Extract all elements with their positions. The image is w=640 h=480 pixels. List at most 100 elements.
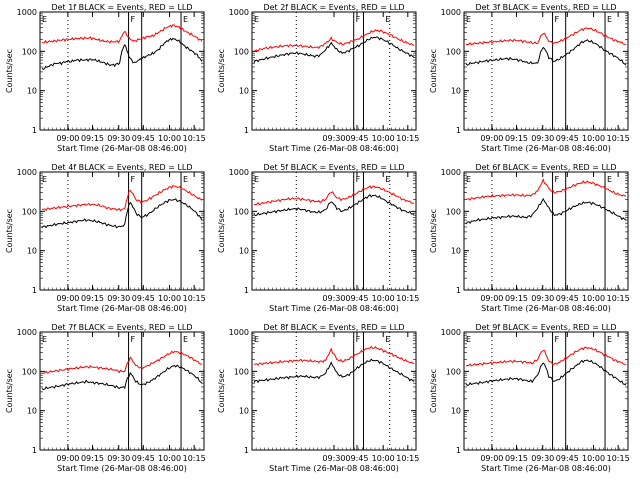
y-tick-label: 10 bbox=[239, 87, 249, 96]
x-tick-label: 09:15 bbox=[505, 294, 528, 303]
y-tick-label: 100 bbox=[22, 207, 37, 216]
y-axis-label: Counts/sec bbox=[429, 209, 438, 253]
panel-title: Det 4f BLACK = Events, RED = LLD bbox=[51, 163, 192, 172]
panel-det-8: Det 8f BLACK = Events, RED = LLD 1 10 100 10… bbox=[217, 323, 419, 473]
plot-frame bbox=[251, 171, 417, 291]
y-tick-label: 10 bbox=[451, 247, 461, 256]
y-tick-label: 1000 bbox=[229, 168, 249, 177]
plot-frame bbox=[39, 171, 205, 291]
plot-frame bbox=[39, 331, 205, 451]
plot-frame bbox=[251, 331, 417, 451]
x-tick-label: 10:15 bbox=[396, 454, 419, 463]
marker-label-e-left: E bbox=[254, 175, 259, 184]
panel-title: Det 1f BLACK = Events, RED = LLD bbox=[51, 3, 192, 12]
series-events-black bbox=[253, 194, 415, 217]
x-axis-label: Start Time (26-Mar-08 08:46:00) bbox=[481, 144, 611, 153]
y-axis-label: Counts/sec bbox=[5, 49, 14, 93]
marker-label-e-left: E bbox=[466, 335, 471, 344]
x-tick-label: 10:00 bbox=[372, 454, 395, 463]
y-axis-label: Counts/sec bbox=[217, 49, 226, 93]
marker-label-f: F bbox=[356, 175, 361, 184]
x-tick-label: 09:00 bbox=[56, 454, 79, 463]
plot-frame bbox=[251, 11, 417, 131]
series-lld-red bbox=[253, 345, 415, 366]
series-events-black bbox=[41, 364, 203, 391]
series-lld-red bbox=[42, 24, 203, 44]
marker-label-f: F bbox=[131, 335, 136, 344]
x-tick-label: 09:15 bbox=[81, 294, 104, 303]
panel-det-4: Det 4f BLACK = Events, RED = LLD 1 10 100 10… bbox=[5, 163, 206, 313]
x-tick-label: 09:15 bbox=[81, 134, 104, 143]
plot-frame bbox=[463, 171, 629, 291]
y-tick-label: 1000 bbox=[441, 168, 461, 177]
series-events-black bbox=[253, 358, 415, 384]
panel-det-1: Det 1f BLACK = Events, RED = LLD 1 10 100 10… bbox=[5, 3, 206, 153]
panel-det-5: Det 5f BLACK = Events, RED = LLD 1 10 100 10… bbox=[217, 163, 419, 313]
marker-label-e-left: E bbox=[254, 15, 259, 24]
y-tick-label: 10 bbox=[239, 247, 249, 256]
marker-label-e: E bbox=[385, 335, 390, 344]
x-axis-label: Start Time (26-Mar-08 08:46:00) bbox=[269, 144, 399, 153]
x-tick-label: 09:45 bbox=[345, 294, 368, 303]
y-tick-label: 10 bbox=[27, 407, 37, 416]
x-tick-label: 10:00 bbox=[158, 454, 181, 463]
x-tick-label: 10:00 bbox=[582, 134, 605, 143]
y-tick-label: 100 bbox=[446, 47, 461, 56]
x-tick-label: 09:30 bbox=[322, 294, 345, 303]
plot-frame bbox=[39, 11, 205, 131]
y-tick-label: 1000 bbox=[17, 168, 37, 177]
x-tick-label: 10:15 bbox=[183, 134, 206, 143]
x-tick-label: 10:00 bbox=[372, 294, 395, 303]
x-tick-label: 09:30 bbox=[107, 134, 130, 143]
y-tick-label: 10 bbox=[27, 247, 37, 256]
y-tick-label: 10 bbox=[451, 407, 461, 416]
series-lld-red bbox=[253, 185, 415, 206]
x-tick-label: 09:45 bbox=[556, 294, 579, 303]
marker-label-e-left: E bbox=[466, 15, 471, 24]
series-lld-red bbox=[41, 350, 203, 374]
y-axis-label: Counts/sec bbox=[429, 49, 438, 93]
marker-label-f: F bbox=[131, 175, 136, 184]
panel-title: Det 6f BLACK = Events, RED = LLD bbox=[475, 163, 616, 172]
marker-label-e-left: E bbox=[42, 175, 47, 184]
x-tick-label: 09:30 bbox=[531, 134, 554, 143]
series-events-black bbox=[41, 198, 203, 229]
x-tick-label: 09:45 bbox=[132, 454, 155, 463]
marker-label-e: E bbox=[607, 175, 612, 184]
marker-label-e: E bbox=[385, 175, 390, 184]
panel-title: Det 9f BLACK = Events, RED = LLD bbox=[475, 323, 616, 332]
x-tick-label: 10:15 bbox=[183, 454, 206, 463]
y-tick-label: 10 bbox=[27, 87, 37, 96]
panel-title: Det 8f BLACK = Events, RED = LLD bbox=[263, 323, 404, 332]
panel-title: Det 5f BLACK = Events, RED = LLD bbox=[263, 163, 404, 172]
y-tick-label: 1000 bbox=[229, 328, 249, 337]
y-axis-label: Counts/sec bbox=[5, 369, 14, 413]
y-tick-label: 1000 bbox=[17, 328, 37, 337]
marker-label-e: E bbox=[183, 15, 188, 24]
x-tick-label: 10:00 bbox=[582, 294, 605, 303]
x-axis-label: Start Time (26-Mar-08 08:46:00) bbox=[269, 304, 399, 313]
x-tick-label: 09:15 bbox=[505, 454, 528, 463]
x-tick-label: 09:45 bbox=[132, 294, 155, 303]
series-lld-red bbox=[253, 29, 415, 53]
y-axis-label: Counts/sec bbox=[217, 369, 226, 413]
y-tick-label: 1000 bbox=[17, 8, 37, 17]
x-tick-label: 09:00 bbox=[480, 454, 503, 463]
x-tick-label: 09:30 bbox=[531, 454, 554, 463]
marker-label-e-left: E bbox=[42, 15, 47, 24]
x-tick-label: 09:15 bbox=[505, 134, 528, 143]
y-tick-label: 100 bbox=[446, 367, 461, 376]
series-lld-red bbox=[41, 185, 203, 212]
x-tick-label: 09:00 bbox=[480, 294, 503, 303]
x-tick-label: 09:30 bbox=[322, 134, 345, 143]
x-axis-label: Start Time (26-Mar-08 08:46:00) bbox=[269, 464, 399, 473]
x-tick-label: 10:00 bbox=[582, 454, 605, 463]
marker-label-f: F bbox=[555, 15, 560, 24]
x-axis-label: Start Time (26-Mar-08 08:46:00) bbox=[481, 464, 611, 473]
y-tick-label: 10 bbox=[239, 407, 249, 416]
y-axis-label: Counts/sec bbox=[429, 369, 438, 413]
series-events-black bbox=[465, 39, 627, 66]
y-tick-label: 1 bbox=[244, 286, 249, 295]
panel-det-2: Det 2f BLACK = Events, RED = LLD 1 10 100 10… bbox=[217, 3, 419, 153]
